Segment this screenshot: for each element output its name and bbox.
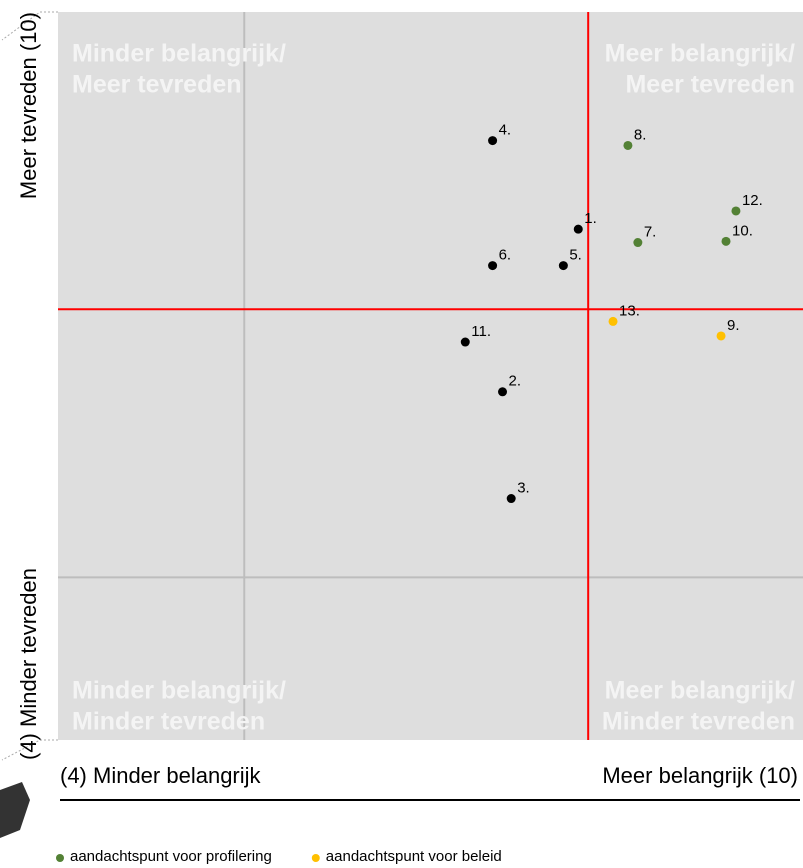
point <box>573 224 583 234</box>
point-label: 3. <box>517 480 530 497</box>
y-axis-label: (4) Minder tevreden <box>16 568 41 760</box>
point <box>488 261 498 271</box>
quadrant-label: Minder belangrijk/ <box>72 677 286 705</box>
quadrant-label: Meer belangrijk/ <box>605 677 795 705</box>
point-label: 1. <box>584 210 597 227</box>
legend-label: aandachtspunt voor profilering <box>70 848 272 865</box>
quadrant-label: Meer tevreden <box>72 71 242 99</box>
legend-marker <box>56 854 64 862</box>
quadrant-label: Meer belangrijk/ <box>605 40 795 68</box>
decor-outline <box>1 11 58 41</box>
point <box>460 337 470 347</box>
quadrant-label: Minder tevreden <box>72 708 265 736</box>
quadrant-label: Meer tevreden <box>625 71 795 99</box>
point <box>633 238 643 248</box>
point-label: 7. <box>644 224 657 241</box>
point-label: 6. <box>499 247 512 264</box>
point-label: 13. <box>619 302 640 319</box>
plot-area <box>58 12 803 740</box>
legend-marker <box>311 854 320 862</box>
point <box>608 316 618 326</box>
y-axis-label: Meer tevreden (10) <box>16 12 41 199</box>
point <box>623 140 633 150</box>
x-axis-label: Meer belangrijk (10) <box>602 763 798 788</box>
point <box>498 387 508 397</box>
decor-icon <box>0 782 30 838</box>
point-label: 8. <box>634 126 647 143</box>
x-axis-label: (4) Minder belangrijk <box>60 763 262 788</box>
point <box>488 136 498 146</box>
point <box>716 331 726 341</box>
quadrant-label: Minder belangrijk/ <box>72 40 286 68</box>
point <box>558 261 568 271</box>
point <box>506 494 516 504</box>
point <box>721 236 731 246</box>
quadrant-label: Minder tevreden <box>602 708 795 736</box>
point-label: 9. <box>727 317 740 334</box>
legend-label: aandachtspunt voor beleid <box>326 848 502 865</box>
point <box>731 206 741 216</box>
point-label: 11. <box>471 323 491 340</box>
point-label: 10. <box>732 222 753 239</box>
point-label: 5. <box>569 247 582 264</box>
point-label: 2. <box>509 373 522 390</box>
decor-outline <box>1 739 58 761</box>
point-label: 12. <box>742 192 763 209</box>
point-label: 4. <box>499 122 512 139</box>
